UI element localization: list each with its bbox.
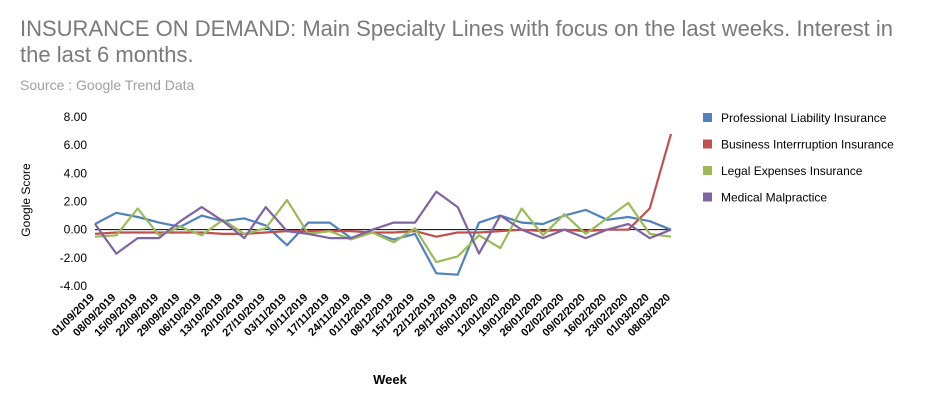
legend-label: Professional Liability Insurance <box>721 111 887 125</box>
y-tick-label: -2.00 <box>60 251 88 265</box>
y-tick-label: 6.00 <box>64 138 88 152</box>
legend-swatch <box>703 139 712 149</box>
x-axis-title: Week <box>373 372 407 387</box>
series-lines <box>94 133 673 276</box>
y-axis-title: Google Score <box>19 163 33 237</box>
legend-swatch <box>703 166 712 175</box>
legend-swatch <box>703 192 712 202</box>
chart-title: INSURANCE ON DEMAND: Main Specialty Line… <box>20 16 893 67</box>
y-tick-label: 2.00 <box>64 195 88 209</box>
legend-label: Legal Expenses Insurance <box>721 164 863 178</box>
y-tick-label: 8.00 <box>64 110 88 124</box>
y-axis-ticks: 8.00 6.00 4.00 2.00 0.00 -2.00 -4.00 <box>60 110 88 293</box>
chart-source: Source : Google Trend Data <box>20 77 195 93</box>
series-line-4 <box>94 190 672 255</box>
legend-label: Medical Malpractice <box>721 191 827 205</box>
legend: Professional Liability Insurance Business… <box>703 111 894 205</box>
y-tick-label: 4.00 <box>64 166 88 180</box>
legend-swatch <box>703 113 712 122</box>
series-line-1 <box>94 208 672 276</box>
y-tick-label: 0.00 <box>64 223 88 237</box>
legend-label: Business Interrruption Insurance <box>721 138 894 152</box>
y-tick-label: -4.00 <box>60 279 88 293</box>
series-line-2 <box>94 133 673 238</box>
x-axis-ticks: 01/09/201908/09/201915/09/201922/09/2019… <box>50 292 673 339</box>
series-line-3 <box>94 199 672 264</box>
